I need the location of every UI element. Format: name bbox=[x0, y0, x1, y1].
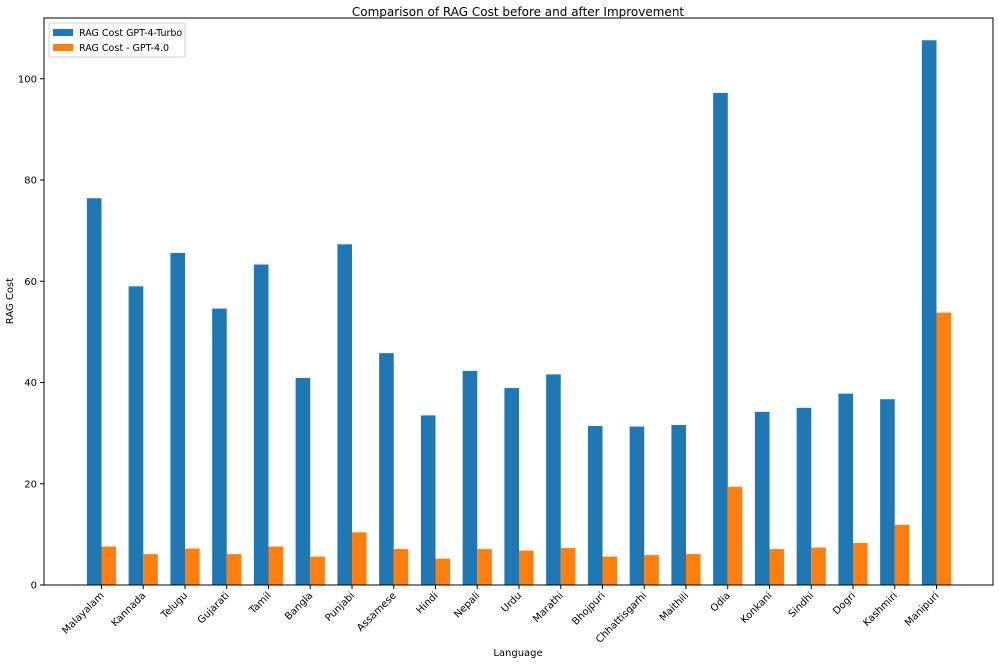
bar-rag-cost-gpt-4-turbo-hindi bbox=[420, 415, 436, 585]
bar-rag-cost-gpt-4-turbo-odia bbox=[713, 92, 728, 586]
bar-rag-cost-gpt-4-turbo-sindhi bbox=[796, 407, 812, 585]
bar-rag-cost-gpt-4-turbo-kashmiri bbox=[880, 399, 895, 585]
bar-rag-cost-gpt-4-turbo-nepali bbox=[462, 370, 478, 585]
bar-rag-cost-gpt-4-turbo-manipuri bbox=[921, 40, 937, 585]
bar-rag-cost-gpt-4-0-hindi bbox=[435, 558, 451, 585]
x-axis-label: Language bbox=[493, 648, 542, 659]
bar-rag-cost-gpt-4-turbo-urdu bbox=[504, 388, 519, 585]
y-tick-label-60: 60 bbox=[24, 277, 37, 288]
bar-rag-cost-gpt-4-0-tamil bbox=[268, 546, 284, 585]
bar-rag-cost-gpt-4-turbo-punjabi bbox=[337, 244, 352, 585]
y-tick-label-80: 80 bbox=[24, 176, 37, 187]
legend-label-gpt-4-turbo: RAG Cost GPT-4-Turbo bbox=[79, 28, 182, 39]
legend-frame bbox=[48, 22, 186, 58]
y-axis-label: RAG Cost bbox=[5, 278, 16, 324]
bar-rag-cost-gpt-4-turbo-gujarati bbox=[212, 308, 227, 585]
bar-rag-cost-gpt-4-0-bhojpuri bbox=[602, 556, 618, 585]
legend-swatch-gpt-4-turbo bbox=[53, 29, 73, 36]
bar-rag-cost-gpt-4-turbo-marathi bbox=[546, 374, 561, 585]
bar-rag-cost-gpt-4-0-punjabi bbox=[352, 532, 367, 585]
bar-rag-cost-gpt-4-turbo-maithili bbox=[671, 425, 686, 585]
bar-rag-cost-gpt-4-0-bangla bbox=[310, 556, 325, 585]
bar-rag-cost-gpt-4-turbo-telugu bbox=[170, 252, 185, 585]
legend-label-gpt-4-0: RAG Cost - GPT-4.0 bbox=[79, 43, 169, 54]
y-ticks-group: 0 20 40 60 80 100 bbox=[18, 74, 44, 592]
plot-frame bbox=[43, 17, 994, 586]
bar-rag-cost-gpt-4-turbo-konkani bbox=[754, 411, 770, 585]
bar-rag-cost-gpt-4-0-marathi bbox=[560, 548, 576, 585]
legend: RAG Cost GPT-4-Turbo RAG Cost - GPT-4.0 bbox=[48, 22, 186, 58]
bar-rag-cost-gpt-4-0-konkani bbox=[769, 549, 785, 585]
bar-rag-cost-gpt-4-turbo-assamese bbox=[379, 353, 394, 585]
bar-rag-cost-gpt-4-0-kannada bbox=[143, 554, 158, 585]
bar-rag-cost-gpt-4-turbo-tamil bbox=[253, 264, 269, 585]
bar-rag-cost-gpt-4-0-assamese bbox=[393, 549, 409, 585]
bar-rag-cost-gpt-4-0-sindhi bbox=[811, 547, 826, 585]
bar-rag-cost-gpt-4-0-urdu bbox=[519, 550, 534, 585]
bar-rag-cost-gpt-4-0-nepali bbox=[477, 549, 492, 585]
bar-rag-cost-gpt-4-0-dogri bbox=[853, 542, 868, 585]
bar-rag-cost-gpt-4-0-odia bbox=[727, 486, 743, 585]
bar-rag-cost-gpt-4-0-kashmiri bbox=[894, 524, 910, 585]
bar-rag-cost-gpt-4-turbo-malayalam bbox=[86, 198, 102, 585]
bars-group bbox=[86, 40, 952, 586]
bar-rag-cost-gpt-4-turbo-bhojpuri bbox=[587, 426, 603, 585]
bar-rag-cost-gpt-4-0-chhattisgarhi bbox=[644, 555, 659, 585]
bar-rag-cost-gpt-4-turbo-bangla bbox=[295, 377, 311, 585]
y-tick-label-40: 40 bbox=[24, 378, 37, 389]
y-tick-label-20: 20 bbox=[24, 479, 37, 490]
bar-rag-cost-gpt-4-turbo-dogri bbox=[838, 393, 853, 585]
bar-rag-cost-gpt-4-turbo-kannada bbox=[128, 286, 144, 585]
bar-rag-cost-gpt-4-0-manipuri bbox=[936, 312, 952, 585]
bar-rag-cost-gpt-4-turbo-chhattisgarhi bbox=[629, 426, 645, 585]
bar-rag-cost-gpt-4-0-gujarati bbox=[226, 554, 242, 585]
chart-title: Comparison of RAG Cost before and after … bbox=[352, 5, 685, 19]
bar-rag-cost-gpt-4-0-maithili bbox=[686, 554, 701, 585]
bar-rag-cost-gpt-4-0-malayalam bbox=[101, 546, 117, 585]
y-tick-label-0: 0 bbox=[31, 581, 37, 592]
bar-rag-cost-gpt-4-0-telugu bbox=[185, 548, 200, 585]
y-tick-label-100: 100 bbox=[18, 74, 37, 85]
legend-swatch-gpt-4-0 bbox=[53, 44, 73, 51]
